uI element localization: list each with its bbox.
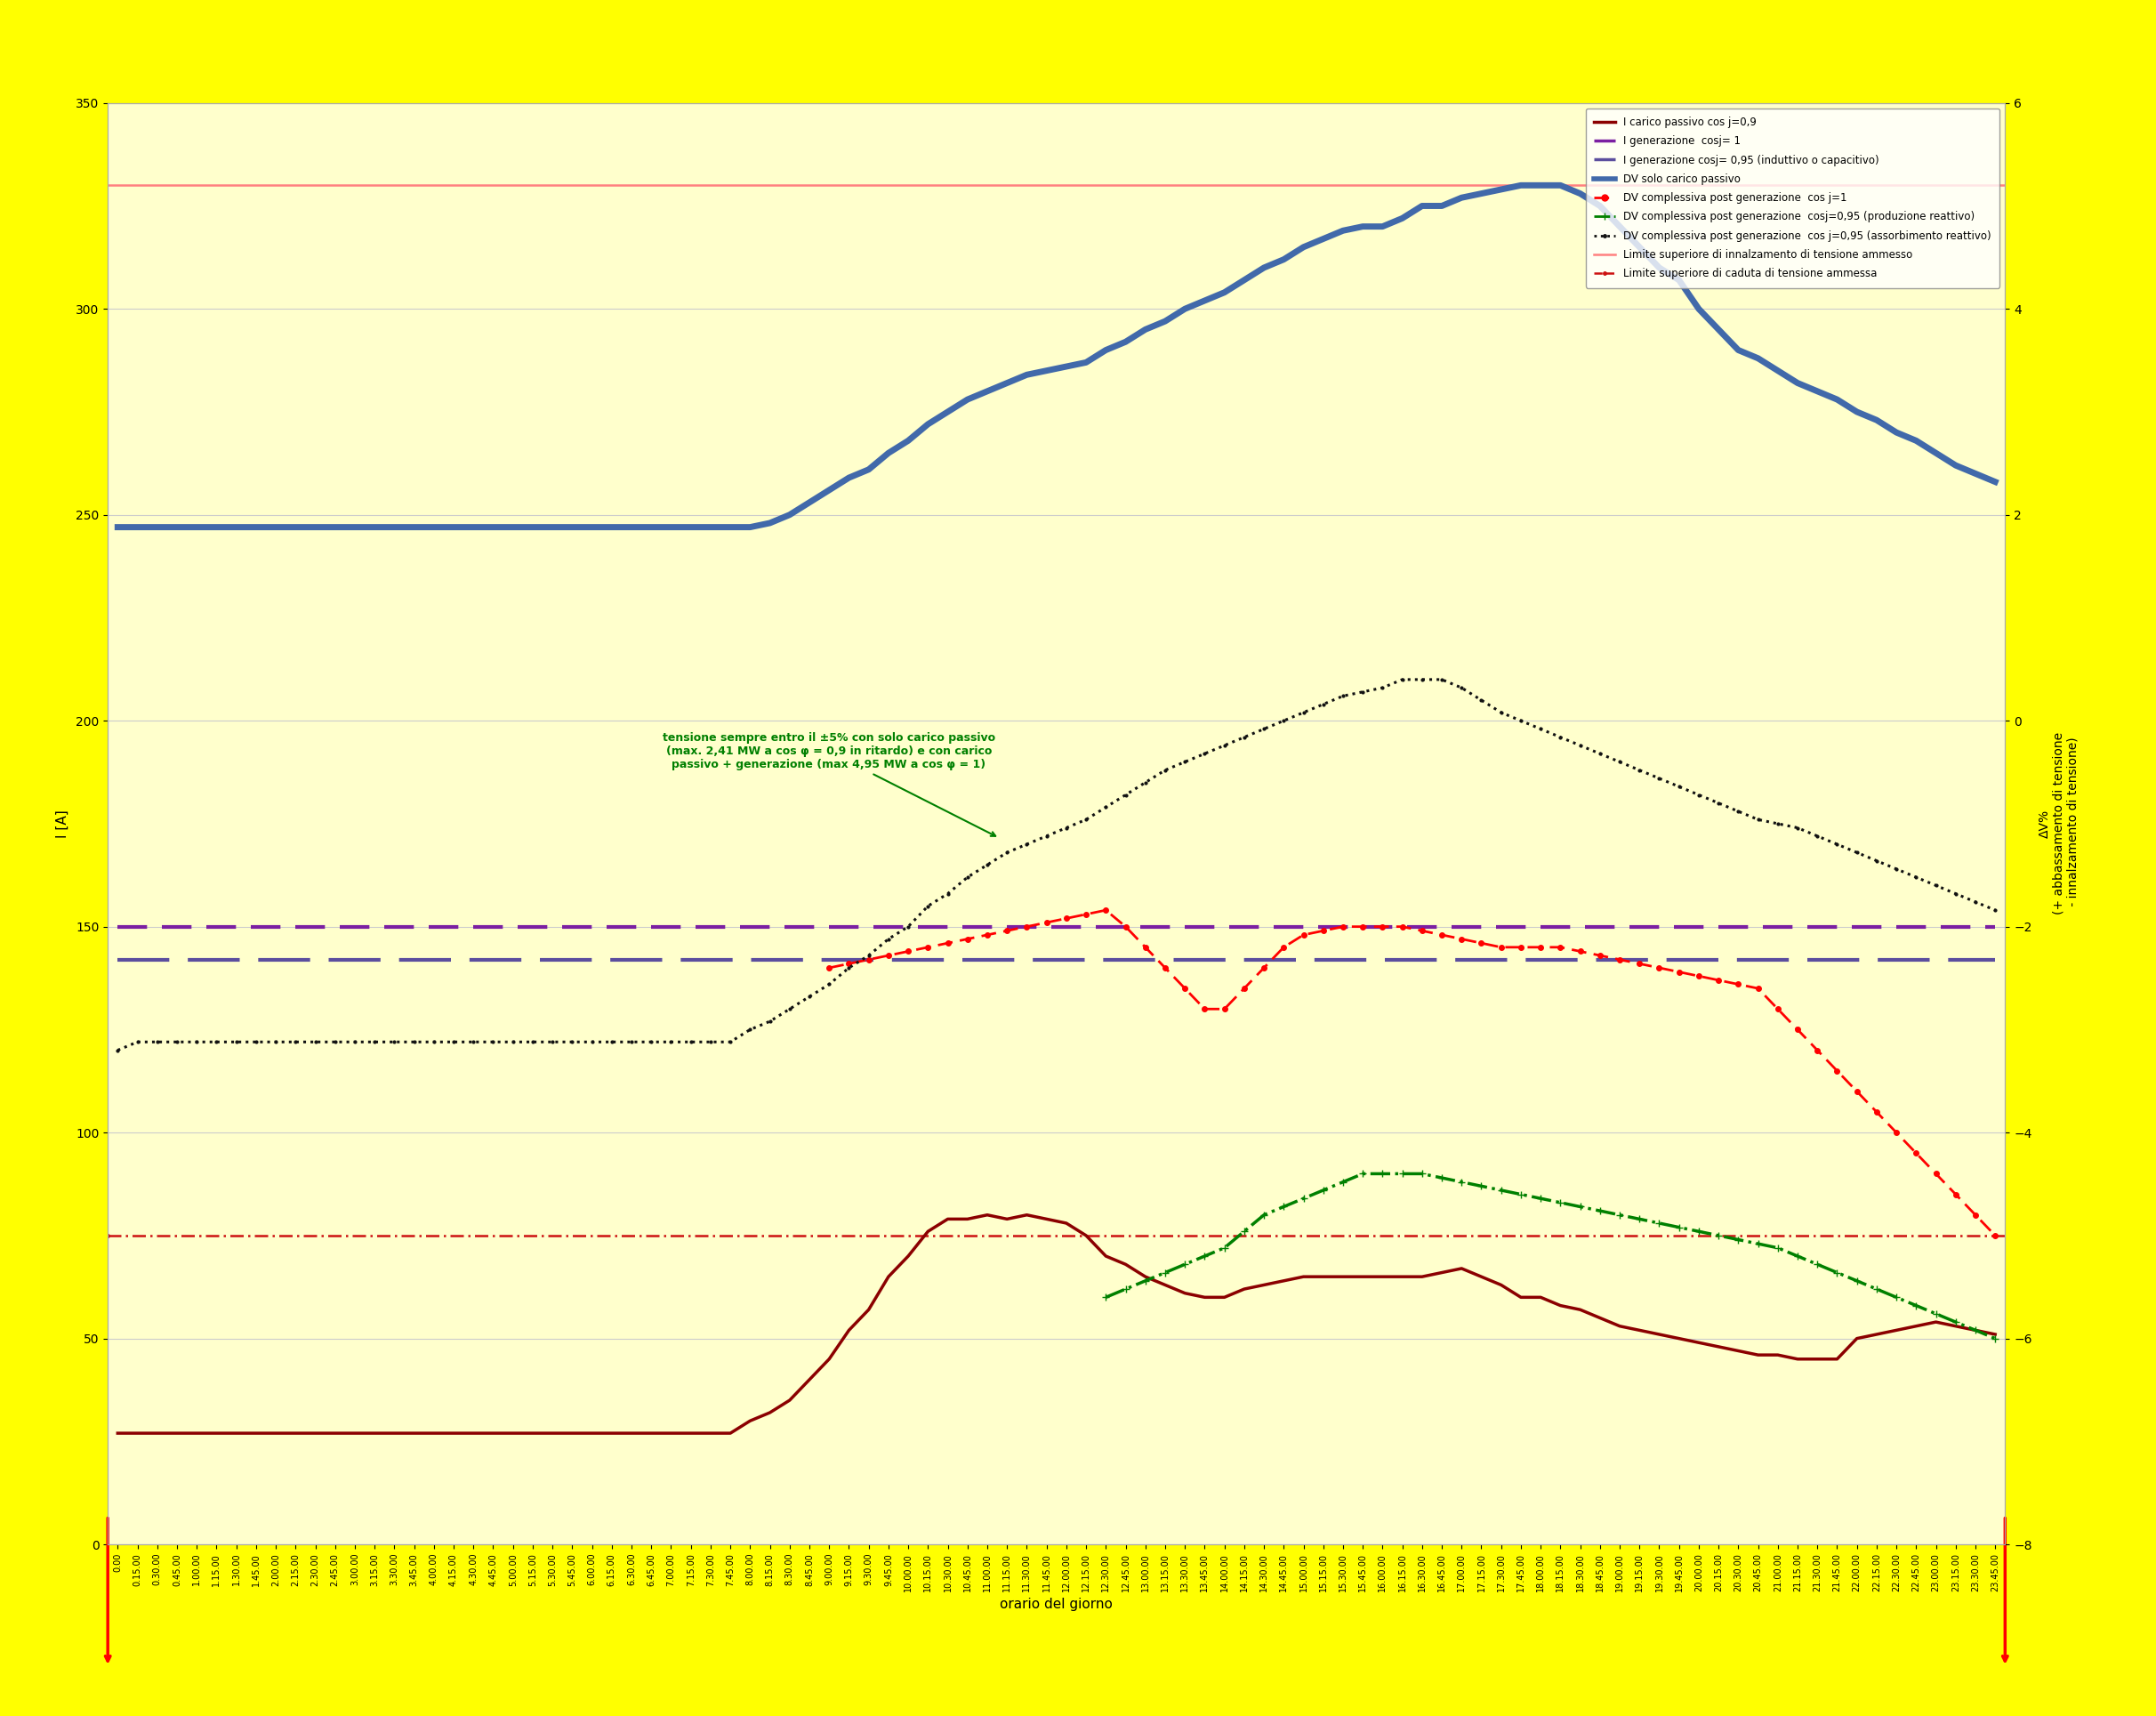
Legend: I carico passivo cos j=0,9, I generazione  cosj= 1, I generazione cosj= 0,95 (in: I carico passivo cos j=0,9, I generazion… — [1585, 108, 2001, 288]
Y-axis label: I [A]: I [A] — [56, 810, 69, 837]
Text: tensione sempre entro il ±5% con solo carico passivo
(max. 2,41 MW a cos φ = 0,9: tensione sempre entro il ±5% con solo ca… — [662, 733, 996, 836]
X-axis label: orario del giorno: orario del giorno — [1000, 1598, 1112, 1611]
Y-axis label: ΔV%
(+ abbassamento di tensione
 - innalzamento di tensione): ΔV% (+ abbassamento di tensione - innalz… — [2037, 733, 2078, 915]
